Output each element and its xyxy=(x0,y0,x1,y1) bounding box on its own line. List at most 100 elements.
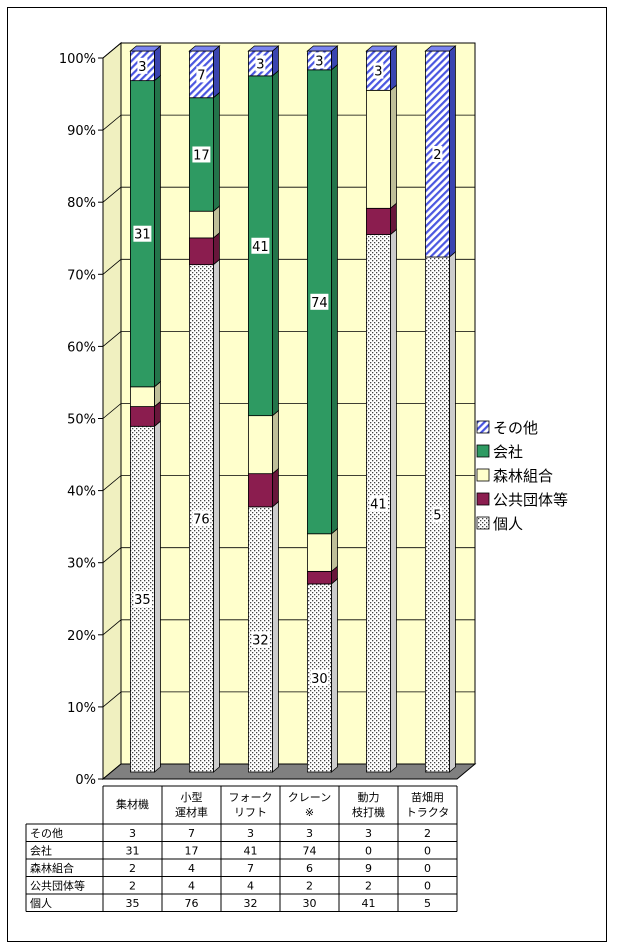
bar-segment xyxy=(365,89,391,209)
data-label-bg xyxy=(310,669,329,686)
bar-segment-side xyxy=(153,45,161,82)
table-cell: 2 xyxy=(129,880,136,893)
data-label-bg xyxy=(137,57,148,74)
data-label: 35 xyxy=(134,593,151,608)
data-label-bg xyxy=(251,631,270,648)
data-label: 3 xyxy=(315,54,323,69)
data-label: 7 xyxy=(197,68,205,83)
table-row-label: 森林組合 xyxy=(30,861,74,875)
y-tick-label: 60% xyxy=(67,340,96,355)
data-label-bg xyxy=(255,55,266,72)
gridline xyxy=(102,42,475,59)
table-cell: 3 xyxy=(247,827,254,840)
table-cell: 76 xyxy=(185,897,199,910)
table-cell: 4 xyxy=(188,862,195,875)
bar-top xyxy=(247,45,280,52)
table-cell: 2 xyxy=(129,862,136,875)
table-cell: 35 xyxy=(126,897,140,910)
y-tick-label: 0% xyxy=(75,773,96,788)
table-cell: 41 xyxy=(244,845,258,858)
category-label: リフト xyxy=(234,806,267,819)
table-cell: 6 xyxy=(306,862,313,875)
gridline xyxy=(102,330,475,347)
data-label-bg xyxy=(251,237,270,254)
bar-segment-side xyxy=(271,70,279,417)
bar-segment xyxy=(188,237,214,266)
table-cell: 4 xyxy=(247,880,254,893)
category-label: 小型 xyxy=(181,790,203,804)
data-label: 30 xyxy=(311,672,328,687)
bar-segment-side xyxy=(389,228,397,773)
y-tick-label: 20% xyxy=(67,629,96,644)
data-label: 32 xyxy=(252,633,269,648)
bar-segment xyxy=(306,570,332,585)
bar-segment-side xyxy=(389,45,397,92)
y-tick-label: 80% xyxy=(67,196,96,211)
gridlines xyxy=(102,42,475,708)
bar-segment xyxy=(129,406,155,427)
bar-segment-side xyxy=(448,45,456,258)
bar-segment-side xyxy=(212,258,220,773)
data-label: 3 xyxy=(256,57,264,72)
bar-segment-side xyxy=(330,63,338,535)
table-cell: 3 xyxy=(306,827,313,840)
table-cell: 2 xyxy=(306,880,313,893)
bar-segment xyxy=(129,386,155,407)
data-label: 41 xyxy=(370,497,387,512)
bar-top xyxy=(365,45,398,52)
gridline xyxy=(102,619,475,636)
table-cell: 41 xyxy=(362,897,376,910)
data-label: 17 xyxy=(193,148,210,163)
category-label: 枝打機 xyxy=(352,805,385,819)
bar-top xyxy=(306,45,339,52)
category-label: 運材車 xyxy=(175,805,208,819)
category-label: トラクタ xyxy=(406,806,450,819)
data-label: 76 xyxy=(193,512,210,527)
table-cell: 4 xyxy=(188,880,195,893)
bar-segment-side xyxy=(330,527,338,573)
category-label: 苗畑用 xyxy=(411,791,444,804)
y-tick-label: 50% xyxy=(67,413,96,428)
data-label-bg xyxy=(133,225,152,242)
legend-swatch xyxy=(476,492,490,506)
bar-segment-side xyxy=(271,409,279,475)
table-cell: 7 xyxy=(247,862,254,875)
bar-segment-side xyxy=(330,578,338,773)
data-label-bg xyxy=(310,293,329,310)
bar-top xyxy=(424,45,457,52)
y-tick-label: 40% xyxy=(67,485,96,500)
legend-swatch xyxy=(476,420,490,434)
bar-top xyxy=(188,45,221,52)
table-cell: 3 xyxy=(129,827,136,840)
table-cell: 0 xyxy=(424,880,431,893)
table-cell: 0 xyxy=(424,845,431,858)
bar-segment-side xyxy=(153,420,161,773)
data-label: 3 xyxy=(138,60,146,75)
category-label: クレーン xyxy=(288,791,331,804)
bar-segment xyxy=(188,210,214,239)
data-label-bg xyxy=(432,506,443,523)
category-label: ※ xyxy=(305,806,314,819)
y-axis: 0% 10% 20% 30% 40% 50% 60% 70% 80% 90% 100% xyxy=(59,52,104,788)
bar-segment xyxy=(306,533,332,572)
table-cell: 30 xyxy=(303,897,317,910)
data-label: 31 xyxy=(134,228,151,243)
data-label: 3 xyxy=(374,65,382,80)
data-label-bg xyxy=(432,146,443,162)
table-cell: 32 xyxy=(244,897,258,910)
data-label: 2 xyxy=(433,148,441,163)
bar-segment-side xyxy=(271,500,279,773)
category-label: フォーク xyxy=(229,791,273,804)
table-cell: 0 xyxy=(424,862,431,875)
gridline xyxy=(102,691,475,708)
table-row-label: 会社 xyxy=(30,844,52,858)
data-label-bg xyxy=(314,52,325,69)
bar-segment-side xyxy=(153,74,161,388)
data-label-bg xyxy=(192,146,211,163)
data-label: 41 xyxy=(252,240,269,255)
bar-segment-side xyxy=(389,84,397,210)
y-tick-label: 10% xyxy=(67,701,96,716)
data-label-bg xyxy=(373,62,384,79)
